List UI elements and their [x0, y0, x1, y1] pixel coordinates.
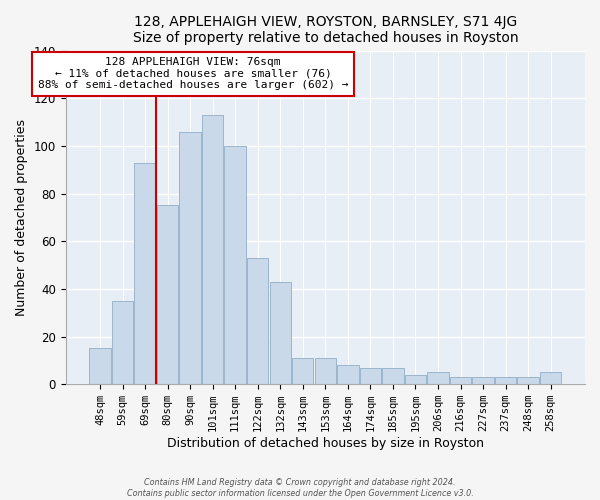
- Bar: [495, 377, 517, 384]
- Text: Contains HM Land Registry data © Crown copyright and database right 2024.
Contai: Contains HM Land Registry data © Crown c…: [127, 478, 473, 498]
- Bar: [157, 206, 178, 384]
- Bar: [314, 358, 336, 384]
- Bar: [134, 162, 156, 384]
- Bar: [202, 115, 223, 384]
- Bar: [517, 377, 539, 384]
- Bar: [292, 358, 313, 384]
- Bar: [179, 132, 201, 384]
- Bar: [427, 372, 449, 384]
- Bar: [359, 368, 381, 384]
- Bar: [472, 377, 494, 384]
- Y-axis label: Number of detached properties: Number of detached properties: [15, 119, 28, 316]
- Bar: [247, 258, 268, 384]
- Bar: [269, 282, 291, 384]
- Text: 128 APPLEHAIGH VIEW: 76sqm
← 11% of detached houses are smaller (76)
88% of semi: 128 APPLEHAIGH VIEW: 76sqm ← 11% of deta…: [38, 57, 348, 90]
- Bar: [224, 146, 246, 384]
- Bar: [405, 374, 426, 384]
- Bar: [337, 365, 359, 384]
- Title: 128, APPLEHAIGH VIEW, ROYSTON, BARNSLEY, S71 4JG
Size of property relative to de: 128, APPLEHAIGH VIEW, ROYSTON, BARNSLEY,…: [133, 15, 518, 45]
- Bar: [382, 368, 404, 384]
- Bar: [450, 377, 471, 384]
- Bar: [112, 301, 133, 384]
- Bar: [540, 372, 562, 384]
- Bar: [89, 348, 110, 384]
- X-axis label: Distribution of detached houses by size in Royston: Distribution of detached houses by size …: [167, 437, 484, 450]
